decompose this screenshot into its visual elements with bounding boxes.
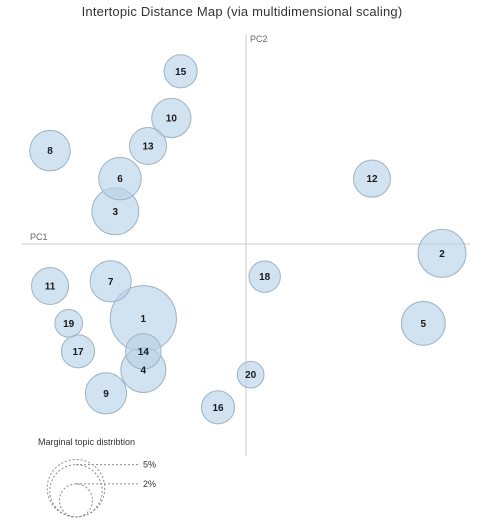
topic-bubble-16[interactable] xyxy=(200,390,236,425)
topic-bubble-10[interactable] xyxy=(151,97,192,139)
topic-bubble-9[interactable] xyxy=(84,372,128,415)
legend-label-2%: 2% xyxy=(143,479,156,489)
legend-title: Marginal topic distribtion xyxy=(38,437,135,447)
topic-label-15: 15 xyxy=(175,67,187,78)
topic-label-10: 10 xyxy=(166,114,178,125)
x-axis-label: PC1 xyxy=(30,232,48,242)
topic-label-9: 9 xyxy=(103,389,109,400)
topic-bubble-13[interactable] xyxy=(129,127,167,165)
legend-reference-circle-2 xyxy=(58,483,94,518)
legend-reference-circle-0 xyxy=(46,458,106,518)
topic-bubble-17[interactable] xyxy=(60,334,96,369)
topic-bubble-11[interactable] xyxy=(31,267,69,305)
topic-bubble-8[interactable] xyxy=(29,129,71,172)
topic-label-17: 17 xyxy=(72,347,84,358)
topic-label-7: 7 xyxy=(108,277,114,288)
topic-label-18: 18 xyxy=(259,272,271,283)
topic-label-1: 1 xyxy=(141,314,147,325)
topic-bubble-20[interactable] xyxy=(236,360,265,389)
topic-label-14: 14 xyxy=(138,347,150,358)
topic-bubble-19[interactable] xyxy=(54,308,84,338)
topic-label-12: 12 xyxy=(366,174,378,185)
topic-bubble-2[interactable] xyxy=(417,228,467,278)
topic-bubble-7[interactable] xyxy=(89,260,132,303)
topic-bubble-18[interactable] xyxy=(248,260,281,293)
topic-label-3: 3 xyxy=(113,207,119,218)
topic-bubble-5[interactable] xyxy=(400,300,446,346)
topic-label-19: 19 xyxy=(63,319,75,330)
topic-label-20: 20 xyxy=(245,370,257,381)
topic-label-4: 4 xyxy=(141,366,147,377)
topic-bubble-6[interactable] xyxy=(98,156,142,201)
legend-reference-circle-1 xyxy=(49,464,103,518)
topic-label-16: 16 xyxy=(212,403,224,414)
topic-bubble-15[interactable] xyxy=(163,54,198,89)
y-axis-label: PC2 xyxy=(250,34,268,44)
topic-label-5: 5 xyxy=(421,319,427,330)
topic-label-2: 2 xyxy=(439,249,445,260)
topic-label-13: 13 xyxy=(142,142,154,153)
topic-label-11: 11 xyxy=(45,282,56,293)
topic-bubble-14[interactable] xyxy=(125,333,162,370)
topic-label-8: 8 xyxy=(47,146,53,157)
topic-label-6: 6 xyxy=(117,174,123,185)
legend-label-5%: 5% xyxy=(143,460,156,470)
chart-title: Intertopic Distance Map (via multidimens… xyxy=(81,4,403,19)
topic-bubble-12[interactable] xyxy=(353,159,391,198)
